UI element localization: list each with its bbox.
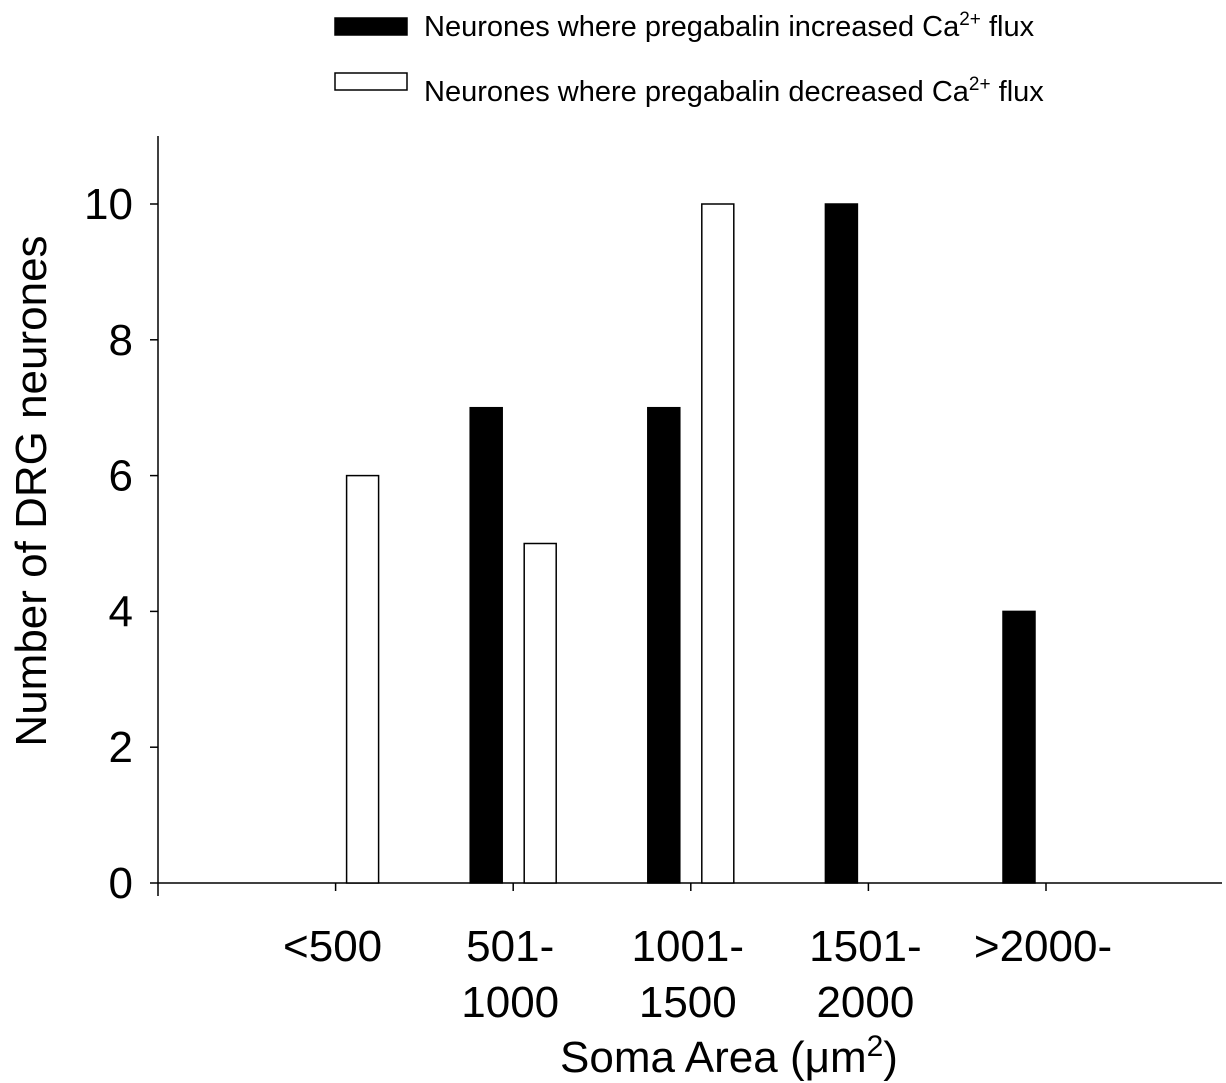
- y-axis-title: Number of DRG neurones: [7, 235, 56, 746]
- bars: [345, 203, 1036, 884]
- x-tick-label: <500: [283, 922, 382, 971]
- x-tick-label: >2000-: [974, 922, 1112, 971]
- bar-decreased-2: [701, 203, 735, 884]
- x-tick-label: 501-: [466, 922, 554, 971]
- bar-decreased-0: [345, 474, 380, 884]
- bar-increased-4: [1002, 610, 1036, 884]
- x-tick-label: 1500: [639, 978, 737, 1027]
- x-tick-label: 1000: [461, 978, 559, 1027]
- bar-increased-1: [469, 406, 503, 884]
- legend-label-decreased: Neurones where pregabalin decreased Ca2+…: [424, 74, 1044, 108]
- bar-increased-3: [824, 203, 859, 884]
- y-tick-label: 6: [109, 452, 133, 501]
- y-tick-label: 2: [109, 723, 133, 772]
- x-tick-label: 2000: [816, 978, 914, 1027]
- y-tick-label: 10: [84, 180, 133, 229]
- legend-label-increased: Neurones where pregabalin increased Ca2+…: [424, 9, 1035, 43]
- bar-decreased-1: [523, 542, 557, 884]
- legend-swatch-increased: [334, 17, 408, 36]
- y-tick-label: 0: [109, 859, 133, 908]
- bar-increased-2: [647, 406, 681, 884]
- x-axis-ticks: <500 501- 1000 1001- 1500 1501- 2000 >2000-: [283, 883, 1112, 1027]
- y-tick-label: 8: [109, 316, 133, 365]
- y-tick-label: 4: [109, 587, 133, 636]
- y-axis-ticks: 0 2 4 6 8 10: [84, 180, 158, 908]
- x-axis-title: Soma Area (μm2): [560, 1030, 898, 1082]
- legend: Neurones where pregabalin increased Ca2+…: [334, 9, 1044, 108]
- x-tick-label: 1001-: [632, 922, 745, 971]
- legend-swatch-decreased: [334, 72, 408, 91]
- x-tick-label: 1501-: [809, 922, 922, 971]
